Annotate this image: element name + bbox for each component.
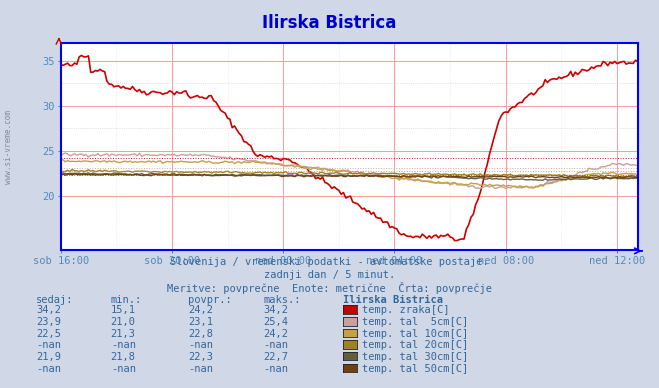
Text: min.:: min.: (111, 295, 142, 305)
Text: 23,1: 23,1 (188, 317, 213, 327)
Text: sedaj:: sedaj: (36, 295, 74, 305)
Text: 15,1: 15,1 (111, 305, 136, 315)
Text: zadnji dan / 5 minut.: zadnji dan / 5 minut. (264, 270, 395, 280)
Text: 22,8: 22,8 (188, 329, 213, 339)
Text: -nan: -nan (264, 340, 289, 350)
Text: 24,2: 24,2 (188, 305, 213, 315)
Text: -nan: -nan (111, 364, 136, 374)
Text: 25,4: 25,4 (264, 317, 289, 327)
Text: temp. tal 20cm[C]: temp. tal 20cm[C] (362, 340, 469, 350)
Text: -nan: -nan (36, 340, 61, 350)
Text: Ilirska Bistrica: Ilirska Bistrica (343, 295, 443, 305)
Text: Meritve: povprečne  Enote: metrične  Črta: povprečje: Meritve: povprečne Enote: metrične Črta:… (167, 282, 492, 294)
Text: -nan: -nan (36, 364, 61, 374)
Text: 24,2: 24,2 (264, 329, 289, 339)
Text: temp. zraka[C]: temp. zraka[C] (362, 305, 450, 315)
Text: temp. tal 30cm[C]: temp. tal 30cm[C] (362, 352, 469, 362)
Text: maks.:: maks.: (264, 295, 301, 305)
Text: 34,2: 34,2 (264, 305, 289, 315)
Text: 22,5: 22,5 (36, 329, 61, 339)
Text: 22,7: 22,7 (264, 352, 289, 362)
Text: temp. tal  5cm[C]: temp. tal 5cm[C] (362, 317, 469, 327)
Text: 22,3: 22,3 (188, 352, 213, 362)
Text: 21,8: 21,8 (111, 352, 136, 362)
Text: temp. tal 50cm[C]: temp. tal 50cm[C] (362, 364, 469, 374)
Text: 21,0: 21,0 (111, 317, 136, 327)
Text: -nan: -nan (111, 340, 136, 350)
Text: -nan: -nan (188, 340, 213, 350)
Text: 34,2: 34,2 (36, 305, 61, 315)
Text: www.si-vreme.com: www.si-vreme.com (4, 111, 13, 184)
Text: -nan: -nan (188, 364, 213, 374)
Text: Ilirska Bistrica: Ilirska Bistrica (262, 14, 397, 31)
Text: povpr.:: povpr.: (188, 295, 231, 305)
Text: -nan: -nan (264, 364, 289, 374)
Text: 23,9: 23,9 (36, 317, 61, 327)
Text: temp. tal 10cm[C]: temp. tal 10cm[C] (362, 329, 469, 339)
Text: 21,9: 21,9 (36, 352, 61, 362)
Text: Slovenija / vremenski podatki - avtomatske postaje.: Slovenija / vremenski podatki - avtomats… (170, 257, 489, 267)
Text: 21,3: 21,3 (111, 329, 136, 339)
